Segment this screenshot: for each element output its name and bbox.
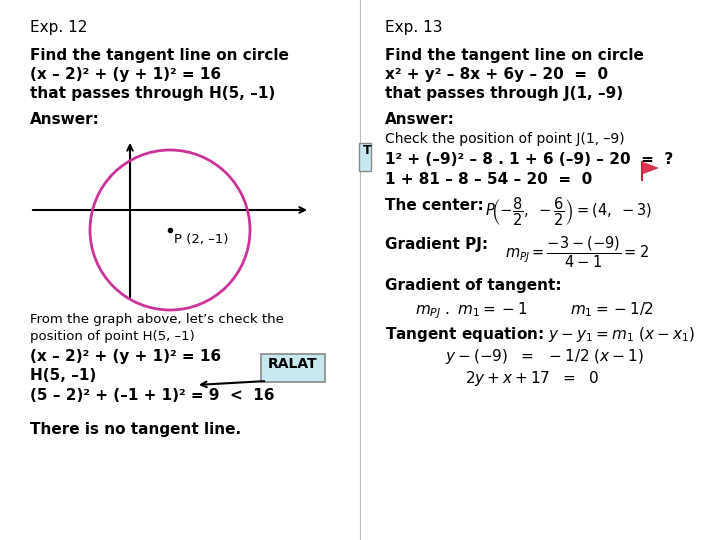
Polygon shape <box>642 162 658 174</box>
Text: $2y + x + 17\ \ =\ \ 0$: $2y + x + 17\ \ =\ \ 0$ <box>465 369 599 388</box>
Text: The center:: The center: <box>385 198 484 213</box>
FancyBboxPatch shape <box>359 143 371 171</box>
Text: position of point H(5, –1): position of point H(5, –1) <box>30 330 194 343</box>
Text: Check the position of point J(1, –9): Check the position of point J(1, –9) <box>385 132 625 146</box>
Text: $m_{PJ}\ .\ m_1 = -1$: $m_{PJ}\ .\ m_1 = -1$ <box>415 300 528 321</box>
Text: Find the tangent line on circle: Find the tangent line on circle <box>30 48 289 63</box>
Text: Answer:: Answer: <box>30 112 100 127</box>
Text: H(5, –1): H(5, –1) <box>30 368 96 383</box>
Text: that passes through J(1, –9): that passes through J(1, –9) <box>385 86 623 101</box>
Text: that passes through H(5, –1): that passes through H(5, –1) <box>30 86 275 101</box>
Text: There is no tangent line.: There is no tangent line. <box>30 422 241 437</box>
Text: Gradient of tangent:: Gradient of tangent: <box>385 278 562 293</box>
Text: x² + y² – 8x + 6y – 20  =  0: x² + y² – 8x + 6y – 20 = 0 <box>385 67 608 82</box>
Text: From the graph above, let’s check the: From the graph above, let’s check the <box>30 313 284 326</box>
Text: $m_1 = -1/2$: $m_1 = -1/2$ <box>570 300 654 319</box>
Text: Exp. 13: Exp. 13 <box>385 20 443 35</box>
Text: P (2, –1): P (2, –1) <box>174 233 228 246</box>
Text: Tangent equation: $y - y_1 = m_1\ (x - x_1)$: Tangent equation: $y - y_1 = m_1\ (x - x… <box>385 325 696 344</box>
Text: Gradient PJ:: Gradient PJ: <box>385 237 488 252</box>
Text: $m_{PJ} = \dfrac{-3-(-9)}{4-1} = 2$: $m_{PJ} = \dfrac{-3-(-9)}{4-1} = 2$ <box>505 234 649 269</box>
Text: $y - (-9)\ \ =\ \ -1/2\ (x - 1)$: $y - (-9)\ \ =\ \ -1/2\ (x - 1)$ <box>445 347 644 366</box>
Text: 1² + (–9)² – 8 . 1 + 6 (–9) – 20  =  ?: 1² + (–9)² – 8 . 1 + 6 (–9) – 20 = ? <box>385 152 673 167</box>
Text: Find the tangent line on circle: Find the tangent line on circle <box>385 48 644 63</box>
Text: T: T <box>363 144 372 157</box>
Text: 1 + 81 – 8 – 54 – 20  =  0: 1 + 81 – 8 – 54 – 20 = 0 <box>385 172 593 187</box>
Text: Answer:: Answer: <box>385 112 455 127</box>
FancyBboxPatch shape <box>261 354 325 382</box>
Text: (x – 2)² + (y + 1)² = 16: (x – 2)² + (y + 1)² = 16 <box>30 349 221 364</box>
Text: Exp. 12: Exp. 12 <box>30 20 87 35</box>
Text: RALAT: RALAT <box>268 357 318 371</box>
Text: $P\!\left(-\dfrac{8}{2},\ -\dfrac{6}{2}\right) = (4,\ -3)$: $P\!\left(-\dfrac{8}{2},\ -\dfrac{6}{2}\… <box>485 195 652 227</box>
Text: (5 – 2)² + (–1 + 1)² = 9  <  16: (5 – 2)² + (–1 + 1)² = 9 < 16 <box>30 388 274 403</box>
Text: (x – 2)² + (y + 1)² = 16: (x – 2)² + (y + 1)² = 16 <box>30 67 221 82</box>
